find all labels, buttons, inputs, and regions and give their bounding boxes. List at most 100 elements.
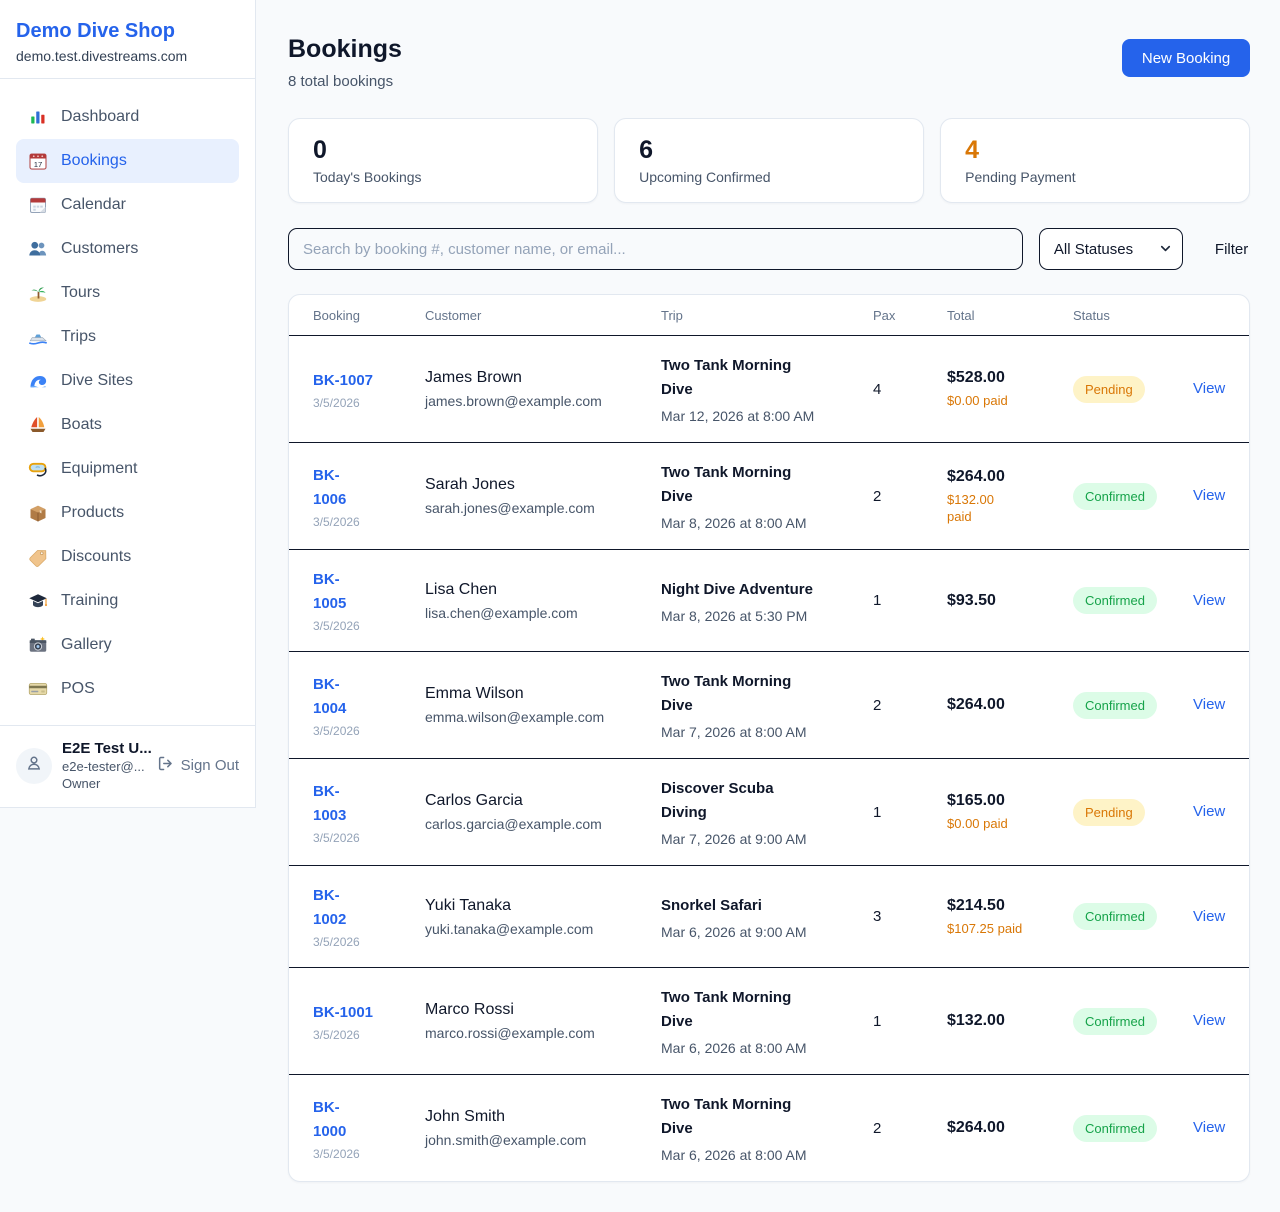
sidebar-item-tours[interactable]: Tours [16,271,239,315]
booking-id-link[interactable]: BK- 1000 [313,1098,347,1140]
view-cell: View [1193,487,1225,505]
trip-cell: Two Tank Morning Dive Mar 6, 2026 at 8:0… [661,986,873,1056]
bookings-table: Booking Customer Trip Pax Total Status BK-100… [288,294,1251,1182]
view-cell: View [1193,803,1225,821]
customer-name: Yuki Tanaka [425,896,511,914]
column-header-status: Status [1073,307,1110,323]
paid-amount: $107.25 paid [947,920,1023,936]
sidebar-item-gallery[interactable]: Gallery [16,623,239,667]
stat-card-upcoming-confirmed: 6 Upcoming Confirmed [614,118,925,203]
trip-datetime: Mar 6, 2026 at 8:00 AM [661,1147,807,1163]
sidebar-item-pos[interactable]: POS [16,667,239,711]
table-body: BK-1007 3/5/2026 James Brown james.brown… [289,336,1250,1181]
view-link[interactable]: View [1193,1119,1226,1136]
booking-cell: BK- 1000 3/5/2026 [313,1096,425,1161]
new-booking-button[interactable]: New Booking [1121,39,1251,77]
user-name: E2E Test U... [62,740,152,757]
sidebar-item-dashboard[interactable]: Dashboard [16,95,239,139]
view-cell: View [1193,592,1225,610]
total-amount: $93.50 [947,591,996,609]
sidebar-item-customers[interactable]: Customers [16,227,239,271]
total-cell: $264.00 [947,696,1073,714]
trip-name: Snorkel Safari [661,896,762,914]
table-row: BK-1007 3/5/2026 James Brown james.brown… [289,336,1250,443]
booking-id-link[interactable]: BK-1001 [313,1003,374,1021]
sidebar-item-bookings[interactable]: 17 Bookings [16,139,239,183]
sidebar-item-calendar[interactable]: Calendar [16,183,239,227]
sidebar-item-label: Trips [61,328,96,345]
sidebar-item-training[interactable]: Training [16,579,239,623]
customer-email: john.smith@example.com [425,1132,587,1148]
sidebar-item-dive-sites[interactable]: Dive Sites [16,359,239,403]
customer-name: Lisa Chen [425,580,498,598]
sidebar-item-products[interactable]: Products [16,491,239,535]
customer-cell: Yuki Tanaka yuki.tanaka@example.com [425,897,661,937]
paid-amount: $132.00 paid [947,491,994,524]
customer-name: James Brown [425,369,522,386]
view-link[interactable]: View [1193,696,1226,713]
total-amount: $214.50 [947,896,1005,914]
booking-id-link[interactable]: BK-1007 [313,371,374,389]
booking-date: 3/5/2026 [313,514,360,529]
trips-icon [28,327,48,347]
bookings-icon: 17 [28,151,48,171]
table-row: BK- 1003 3/5/2026 Carlos Garcia carlos.g… [289,759,1250,866]
view-link[interactable]: View [1193,907,1226,925]
calendar-icon [28,195,48,215]
status-badge: Confirmed [1073,587,1157,614]
booking-cell: BK- 1002 3/5/2026 [313,884,425,949]
stat-label: Upcoming Confirmed [639,169,771,185]
table-header-row: Booking Customer Trip Pax Total Status [289,295,1250,336]
sign-out-button[interactable]: Sign Out [157,755,239,776]
booking-cell: BK-1007 3/5/2026 [313,369,425,410]
trip-datetime: Mar 6, 2026 at 8:00 AM [661,1040,807,1056]
pax-count: 2 [873,487,882,505]
booking-id-link[interactable]: BK- 1006 [313,466,347,508]
search-input[interactable] [288,228,1023,270]
stat-value: 4 [965,136,980,164]
view-link[interactable]: View [1193,380,1226,397]
column-header-customer: Customer [425,307,482,323]
booking-id-link[interactable]: BK- 1005 [313,571,347,612]
products-icon [28,503,48,523]
status-select-wrap: All Statuses [1038,228,1183,270]
booking-date: 3/5/2026 [313,619,360,633]
equipment-icon [28,459,48,479]
booking-id-link[interactable]: BK- 1004 [313,675,347,717]
status-badge: Confirmed [1073,1007,1157,1035]
view-link[interactable]: View [1193,803,1226,820]
view-link[interactable]: View [1193,591,1226,609]
pos-icon [28,679,48,699]
sidebar-item-discounts[interactable]: Discounts [16,535,239,579]
table-row: BK- 1000 3/5/2026 John Smith john.smith@… [289,1075,1249,1181]
brand-name: Demo Dive Shop [16,20,175,42]
table-row: BK- 1002 3/5/2026 Yuki Tanaka yuki.tanak… [289,866,1250,968]
paid-amount: $0.00 paid [947,816,1008,831]
status-badge: Confirmed [1073,1114,1157,1142]
sidebar-nav: Dashboard 17 Bookings Calendar Customers… [0,79,255,725]
trip-cell: Discover Scuba Diving Mar 7, 2026 at 9:0… [661,777,873,847]
brand-domain: demo.test.divestreams.com [16,48,188,64]
status-cell: Confirmed [1073,1114,1193,1142]
filter-button[interactable]: Filter [1214,240,1249,258]
total-amount: $165.00 [947,792,1005,809]
view-link[interactable]: View [1193,487,1226,504]
sidebar-item-equipment[interactable]: Equipment [16,447,239,491]
column-header-trip: Trip [661,307,683,323]
booking-id-link[interactable]: BK- 1003 [313,782,347,824]
total-cell: $528.00 $0.00 paid [947,369,1073,409]
total-cell: $264.00 $132.00 paid [947,468,1073,525]
status-filter-select[interactable]: All Statuses [1038,228,1183,270]
sidebar-item-boats[interactable]: Boats [16,403,239,447]
table-row: BK- 1005 3/5/2026 Lisa Chen lisa.chen@ex… [289,550,1250,652]
view-link[interactable]: View [1193,1012,1226,1029]
sidebar-item-trips[interactable]: Trips [16,315,239,359]
pax-count: 2 [873,1119,882,1137]
table-row: BK- 1004 3/5/2026 Emma Wilson emma.wilso… [289,652,1250,759]
sidebar-item-label: Products [61,504,125,521]
customer-name: Emma Wilson [425,685,524,702]
customer-email: lisa.chen@example.com [425,604,578,621]
gallery-icon [28,635,48,655]
booking-id-link[interactable]: BK- 1002 [313,887,347,928]
